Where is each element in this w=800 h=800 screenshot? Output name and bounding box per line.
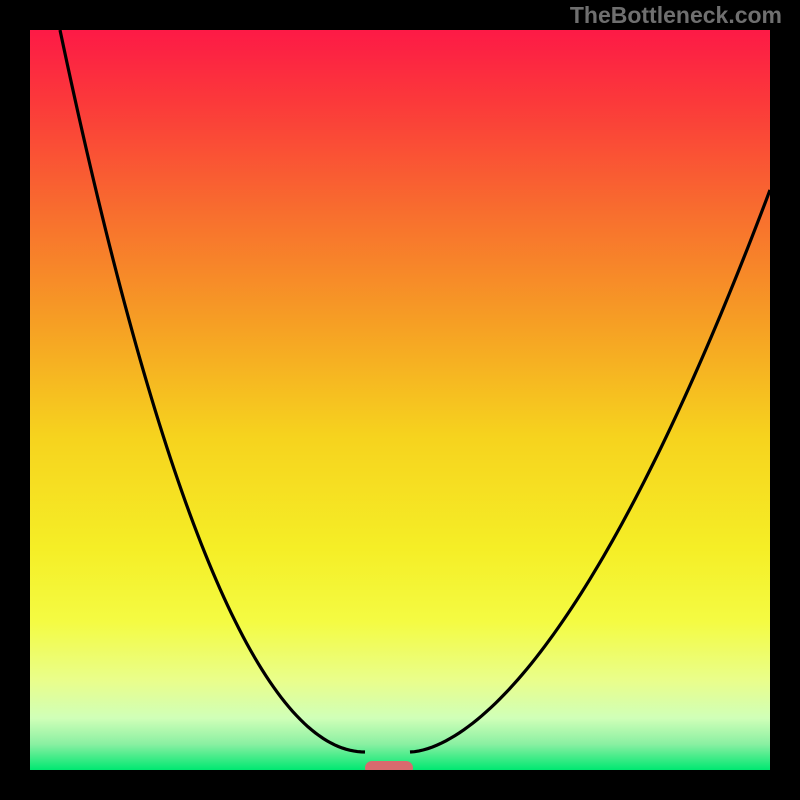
- watermark-text: TheBottleneck.com: [570, 2, 782, 29]
- gradient-background: [30, 30, 770, 770]
- chart-svg: [0, 0, 800, 800]
- bottleneck-chart: TheBottleneck.com: [0, 0, 800, 800]
